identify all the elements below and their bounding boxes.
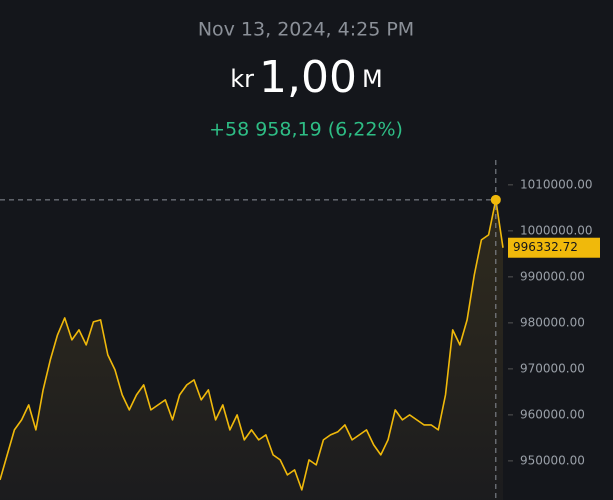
amount: 1,00 xyxy=(259,52,357,103)
y-tick-label: 960000.00 xyxy=(520,407,585,421)
highlight-point xyxy=(490,194,501,205)
area xyxy=(0,199,503,500)
y-tick-label: 970000.00 xyxy=(520,361,585,375)
y-tick-label: 950000.00 xyxy=(520,453,585,467)
y-tick-label: 1000000.00 xyxy=(520,223,593,237)
y-tick-label: 990000.00 xyxy=(520,269,585,283)
y-tick-label: 980000.00 xyxy=(520,315,585,329)
timestamp: Nov 13, 2024, 4:25 PM xyxy=(198,19,414,41)
price-tag-label: 996332.72 xyxy=(513,240,578,254)
currency: kr xyxy=(230,65,254,93)
price-tag xyxy=(508,237,600,258)
price-line xyxy=(0,199,504,491)
y-tick-label: 1010000.00 xyxy=(520,177,593,191)
unit: M xyxy=(362,65,383,93)
change: +58 958,19 (6,22%) xyxy=(209,119,403,141)
